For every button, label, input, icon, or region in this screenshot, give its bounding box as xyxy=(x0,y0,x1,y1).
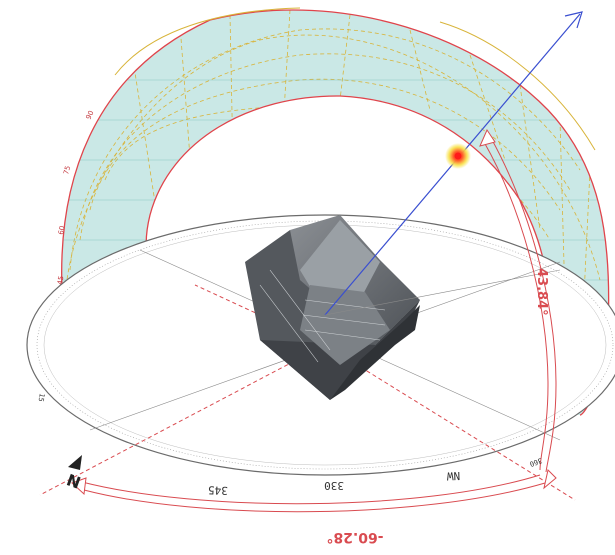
dome-surface xyxy=(61,10,609,416)
bearing-label: 15 xyxy=(37,393,46,403)
bearing-label: 360 xyxy=(528,456,543,468)
sun-marker-icon xyxy=(445,143,471,169)
compass-labels: 345 330 NW 360 15 xyxy=(37,393,543,497)
northwest-label: NW xyxy=(446,469,460,482)
north-arrow-icon: N xyxy=(64,455,83,492)
dome-scale-labels: 45 60 75 90 xyxy=(56,109,95,285)
dome-scale-label: 90 xyxy=(85,109,96,120)
dome-scale-label: 60 xyxy=(57,225,66,235)
azimuth-arc xyxy=(71,469,557,513)
dome-scale-label: 75 xyxy=(62,165,72,176)
altitude-label: 43.84° xyxy=(534,268,549,316)
bearing-label: 330 xyxy=(324,479,344,492)
azimuth-label: -60.28° xyxy=(326,529,383,545)
building-model-icon xyxy=(245,215,420,400)
bearing-label: 345 xyxy=(208,483,228,497)
altitude-arc xyxy=(479,128,557,473)
dome-scale-label: 45 xyxy=(56,275,65,285)
north-label: N xyxy=(64,470,83,492)
